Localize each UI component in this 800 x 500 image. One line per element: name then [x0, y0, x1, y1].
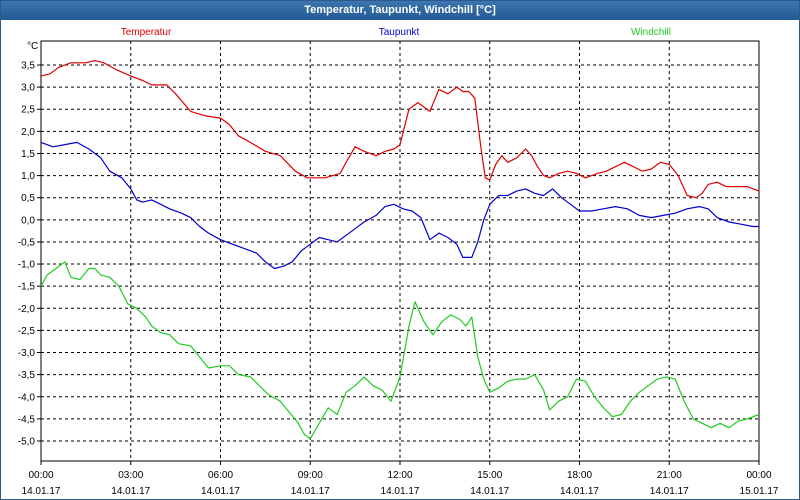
x-axis: 00:00 14.01.17 03:00 14.01.17 06:00 14.01.17 0… [22, 461, 779, 497]
x-tick-date-label: 14.01.17 [291, 486, 330, 497]
window-title: Temperatur, Taupunkt, Windchill [°C] [1, 1, 799, 20]
x-tick-date-label: 15.01.17 [740, 486, 779, 497]
x-tick-time-label: 03:00 [118, 470, 143, 481]
x-tick-time-label: 18:00 [567, 470, 592, 481]
y-tick-label: 2,5 [21, 105, 35, 116]
y-tick-label: -0,5 [18, 237, 36, 248]
y-tick-label: 0,5 [21, 193, 35, 204]
x-tick-time-label: 00:00 [28, 470, 53, 481]
x-tick-time-label: 21:00 [657, 470, 682, 481]
y-tick-label: 3,5 [21, 61, 35, 72]
legend-item-taupunkt: Taupunkt [379, 27, 420, 38]
x-tick-time-label: 00:00 [746, 470, 771, 481]
x-tick-date-label: 14.01.17 [201, 486, 240, 497]
chart: °C 3,5 3,0 2,5 2,0 1,5 1,0 0,5 0,0 -0,5 -1,0 -1,5 -2… [1, 21, 799, 499]
y-tick-label: -2,0 [18, 304, 36, 315]
series-line-windchill [40, 261, 760, 440]
y-tick-label: 3,0 [21, 83, 35, 94]
legend: Temperatur Taupunkt Windchill [121, 27, 671, 38]
x-tick-date-label: 14.01.17 [381, 486, 420, 497]
series-line-taupunkt [40, 141, 759, 270]
y-tick-label: -4,5 [18, 414, 36, 425]
y-axis: °C 3,5 3,0 2,5 2,0 1,5 1,0 0,5 0,0 -0,5 -1,0 -1,5 -2… [18, 41, 41, 448]
grid [41, 41, 759, 461]
y-tick-label: 1,0 [21, 171, 35, 182]
y-tick-label: -1,5 [18, 282, 36, 293]
y-tick-label: -3,0 [18, 348, 36, 359]
x-tick-date-label: 14.01.17 [470, 486, 509, 497]
y-tick-label: -1,0 [18, 260, 36, 271]
y-tick-label: 2,0 [21, 127, 35, 138]
x-tick-date-label: 14.01.17 [22, 486, 61, 497]
y-tick-label: -4,0 [18, 392, 36, 403]
x-tick-date-label: 14.01.17 [111, 486, 150, 497]
legend-item-windchill: Windchill [631, 27, 671, 38]
series-line-temperatur [40, 60, 760, 199]
y-tick-label: -5,0 [18, 437, 36, 448]
x-tick-date-label: 14.01.17 [650, 486, 689, 497]
y-tick-label: 1,5 [21, 149, 35, 160]
legend-item-temperatur: Temperatur [121, 27, 172, 38]
y-tick-label: -3,5 [18, 370, 36, 381]
x-tick-date-label: 14.01.17 [560, 486, 599, 497]
x-tick-time-label: 06:00 [208, 470, 233, 481]
y-axis-unit-label: °C [27, 41, 38, 52]
x-tick-time-label: 15:00 [477, 470, 502, 481]
series-lines [40, 60, 760, 440]
y-tick-label: -2,5 [18, 326, 36, 337]
x-tick-time-label: 09:00 [298, 470, 323, 481]
y-tick-label: 0,0 [21, 215, 35, 226]
x-tick-time-label: 12:00 [387, 470, 412, 481]
